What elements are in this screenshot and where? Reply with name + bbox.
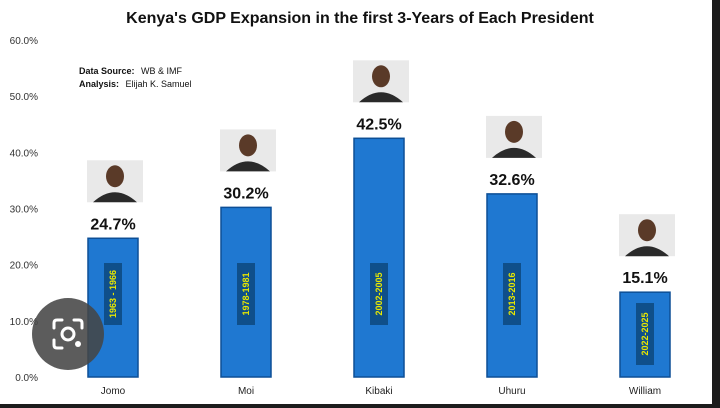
category-label: Uhuru <box>498 386 525 397</box>
chart-title: Kenya's GDP Expansion in the first 3-Yea… <box>126 10 594 27</box>
value-label: 15.1% <box>622 270 667 287</box>
period-label: 2013-2016 <box>507 272 517 315</box>
category-label: Jomo <box>101 386 126 397</box>
y-tick-label: 10.0% <box>10 317 38 328</box>
bar <box>353 137 405 378</box>
value-label: 24.7% <box>90 216 135 233</box>
president-photo <box>353 60 409 103</box>
category-label: William <box>629 386 661 397</box>
window-edge <box>712 0 720 408</box>
y-axis: 0.0% 10.0% 20.0% 30.0% 40.0% 50.0% 60.0% <box>10 36 38 384</box>
period-box <box>104 263 122 325</box>
y-tick-label: 30.0% <box>10 205 38 216</box>
category-label: Moi <box>238 386 254 397</box>
president-photo <box>87 160 143 203</box>
lens-icon <box>52 318 84 350</box>
visual-search-button[interactable] <box>32 298 104 370</box>
svg-text:Data Source: WB & IMF: Data Source: WB & IMF <box>79 61 182 78</box>
window-edge-bottom <box>0 404 720 408</box>
data-source-note: Data Source: WB & IMF Analysis: Elijah K… <box>79 61 192 91</box>
bar-group-moi: 1978-1981 30.2% Moi <box>220 129 276 397</box>
president-photo <box>220 129 276 172</box>
value-label: 30.2% <box>223 185 268 202</box>
category-label: Kibaki <box>365 386 392 397</box>
source-value: WB & IMF <box>141 66 182 76</box>
bar-group-william: 2022-2025 15.1% William <box>619 214 675 397</box>
value-label: 42.5% <box>356 116 401 133</box>
bar-group-jomo: 1963 - 1966 24.7% Jomo <box>87 160 143 397</box>
svg-text:Analysis: Elijah K. Sa: Analysis: Elijah K. Samuel <box>79 74 192 91</box>
period-label: 2022-2025 <box>640 312 650 355</box>
period-box <box>370 263 388 325</box>
source-label: Data Source: <box>79 66 135 76</box>
president-photo <box>619 214 675 257</box>
bar-group-uhuru: 2013-2016 32.6% Uhuru <box>486 115 542 397</box>
y-tick-label: 50.0% <box>10 92 38 103</box>
value-label: 32.6% <box>489 172 534 189</box>
period-box <box>237 263 255 325</box>
bar-group-kibaki: 2002-2005 42.5% Kibaki <box>353 60 409 397</box>
period-label: 1963 - 1966 <box>108 270 118 318</box>
period-box <box>503 263 521 325</box>
period-box <box>636 303 654 365</box>
y-tick-label: 20.0% <box>10 261 38 272</box>
period-label: 2002-2005 <box>374 272 384 315</box>
y-tick-label: 0.0% <box>15 373 38 384</box>
analysis-value: Elijah K. Samuel <box>125 79 191 89</box>
bar-chart: Kenya's GDP Expansion in the first 3-Yea… <box>10 10 675 397</box>
analysis-label: Analysis: <box>79 79 119 89</box>
y-tick-label: 40.0% <box>10 148 38 159</box>
y-tick-label: 60.0% <box>10 36 38 47</box>
bars: 1963 - 1966 24.7% Jomo 1978-1981 30.2% Moi 200… <box>87 60 675 397</box>
president-photo <box>486 115 542 158</box>
period-label: 1978-1981 <box>241 272 251 315</box>
